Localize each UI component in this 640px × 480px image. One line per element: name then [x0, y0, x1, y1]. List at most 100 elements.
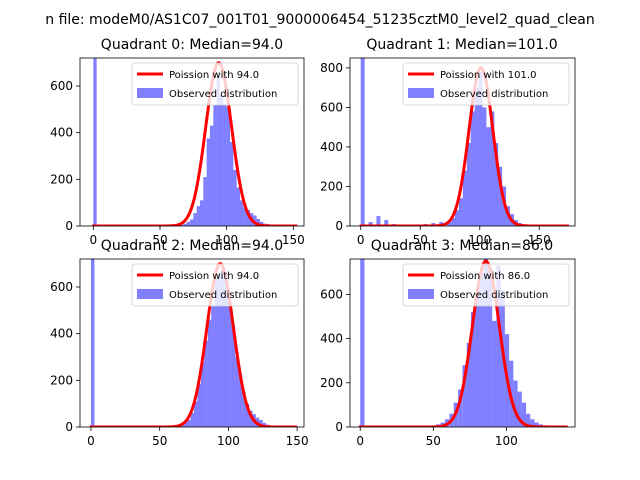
quadrant-1-chart: 0 50 100 150 0 200 400 600 800 Poission with 101.…	[320, 37, 576, 247]
quadrant-0-ytick-label: 0	[65, 219, 73, 233]
quadrant-1-hist-bar	[490, 111, 495, 226]
quadrant-3-hist-bar	[462, 365, 467, 427]
quadrant-1-ytick-label: 600	[320, 100, 343, 114]
quadrant-3-hist-bar	[534, 422, 539, 427]
quadrant-0-hist-bar	[240, 200, 244, 226]
quadrant-0-hist-bar	[226, 107, 230, 226]
quadrant-1-hist-bar	[376, 216, 381, 226]
quadrant-3-chart: 0 50 100 0 200 400 600 Poission with 86.0 Observ…	[320, 238, 576, 448]
quadrant-2-hist-bar	[238, 373, 243, 427]
quadrant-1-title: Quadrant 1: Median=101.0	[366, 37, 557, 53]
quadrant-0-xtick-label: 0	[90, 233, 98, 247]
quadrant-2-plot-area	[89, 259, 298, 427]
quadrant-0-hist-bar	[206, 138, 210, 226]
quadrant-2-hist-bar	[228, 301, 232, 427]
quadrant-0-ytick-label: 600	[50, 79, 73, 93]
quadrant-2-hist-bar	[183, 422, 188, 427]
quadrant-0-hist-bar	[93, 58, 97, 226]
quadrant-3-hist-bar	[526, 413, 531, 427]
quadrant-0-hist-bar	[223, 104, 227, 226]
quadrant-1-xtick-label: 0	[357, 233, 365, 247]
quadrant-1-hist-bar	[474, 87, 479, 226]
quadrant-0-chart: 0 50 100 150 0 200 400 600 Poission with 94.0 Obs…	[50, 37, 305, 247]
quadrant-0-hist-bar	[210, 125, 214, 226]
quadrant-2-legend-observed-label: Observed distribution	[169, 290, 277, 301]
quadrant-3-legend: Poission with 86.0 Observed distribution	[402, 263, 570, 307]
quadrant-0-legend-observed-label: Observed distribution	[169, 89, 277, 100]
quadrant-0-hist-bar	[243, 207, 247, 226]
quadrant-0-legend: Poission with 94.0 Observed distribution	[131, 62, 299, 106]
quadrant-3-legend-observed-label: Observed distribution	[440, 290, 548, 301]
quadrant-1-legend-poisson-label: Poission with 101.0	[440, 70, 536, 81]
quadrant-2-xtick-label: 50	[152, 434, 167, 448]
quadrant-1-hist-bar	[384, 220, 389, 226]
quadrant-0-poisson-line	[92, 61, 298, 226]
quadrant-3-ytick-label: 600	[320, 287, 343, 301]
quadrant-2-hist-bar	[245, 403, 250, 427]
quadrant-2-xtick-label: 100	[217, 434, 240, 448]
quadrant-1-ytick-label: 800	[320, 61, 343, 75]
quadrant-2-hist-bar	[200, 361, 205, 427]
quadrant-0-hist-bar	[186, 221, 190, 226]
quadrant-3-ytick-label: 400	[320, 332, 343, 346]
quadrant-2-hist-bar	[218, 273, 222, 427]
quadrant-2-hist-bar	[221, 266, 225, 427]
quadrant-2-hist-bar	[90, 259, 95, 427]
quadrant-0-hist-bar	[190, 219, 194, 226]
quadrant-1-legend-observed-label: Observed distribution	[440, 89, 548, 100]
quadrant-0-hist-bar	[193, 213, 197, 226]
quadrant-0-plot-area	[92, 58, 298, 226]
quadrant-1-xtick-label: 150	[528, 233, 551, 247]
quadrant-3-axes-frame	[349, 258, 576, 428]
quadrant-3-hist-bar	[492, 320, 497, 427]
quadrant-1-hist-bar	[470, 111, 475, 226]
quadrant-3-xtick-label: 100	[495, 434, 518, 448]
quadrant-1-ytick-label: 200	[320, 179, 343, 193]
quadrant-2-hist-bar	[224, 273, 229, 427]
quadrant-1-hist-bar	[462, 170, 467, 226]
quadrant-2-title: Quadrant 2: Median=94.0	[101, 238, 283, 254]
quadrant-2-hist-bar	[231, 326, 236, 427]
quadrant-3-hist-bar	[466, 343, 471, 427]
quadrant-3-hist-bar	[487, 267, 493, 427]
quadrant-1-xtick-label: 50	[413, 233, 428, 247]
quadrant-0-hist-bar	[203, 177, 207, 226]
quadrant-0-hist-bar	[230, 142, 234, 226]
quadrant-2-ytick-label: 400	[50, 327, 73, 341]
quadrant-2-hist-bar	[259, 420, 263, 427]
quadrant-2-hist-bar	[242, 392, 246, 427]
quadrant-1-hist-bar	[360, 58, 365, 226]
quadrant-0-hist-bar	[236, 187, 240, 226]
quadrant-2-hist-bar	[207, 319, 212, 427]
quadrant-1-hist-bar	[458, 198, 463, 226]
quadrant-1-axes-frame	[349, 57, 576, 227]
quadrant-0-hist-bar	[200, 200, 204, 226]
quadrant-3-hist-bar	[483, 259, 488, 427]
quadrant-3-legend-poisson-label: Poission with 86.0	[440, 271, 530, 282]
quadrant-1-hist-bar	[451, 218, 456, 226]
quadrant-0-hist-bar	[220, 95, 224, 226]
quadrant-1-hist-bar	[368, 222, 373, 226]
quadrant-3-legend-hist-swatch	[408, 289, 434, 299]
quadrant-1-hist-bar	[486, 127, 491, 226]
quadrant-0-legend-poisson-label: Poission with 94.0	[169, 70, 259, 81]
quadrant-2-hist-bar	[211, 305, 215, 427]
quadrant-1-xtick-label: 100	[468, 233, 491, 247]
quadrant-3-hist-bar	[470, 312, 476, 427]
quadrant-1-legend-hist-swatch	[408, 88, 434, 98]
quadrant-3-hist-bar	[458, 389, 463, 427]
quadrant-1-hist-bar	[482, 107, 487, 226]
quadrant-1-ytick-label: 0	[335, 219, 343, 233]
quadrant-0-xtick-label: 50	[152, 233, 167, 247]
figure-suptitle: n file: modeM0/AS1C07_001T01_9000006454_…	[45, 12, 594, 28]
quadrant-0-hist-bar	[256, 219, 260, 226]
quadrant-2-legend-hist-swatch	[137, 289, 163, 299]
quadrant-2-hist-bar	[249, 410, 253, 427]
quadrant-2-hist-bar	[235, 357, 239, 427]
quadrant-2-hist-bar	[187, 420, 191, 427]
quadrant-1-hist-bar	[466, 142, 471, 226]
quadrant-2-xtick-label: 0	[87, 434, 95, 448]
quadrant-2-hist-bar	[197, 383, 201, 427]
quadrant-2-hist-bar	[194, 401, 198, 427]
quadrant-0-hist-bar	[253, 215, 257, 226]
